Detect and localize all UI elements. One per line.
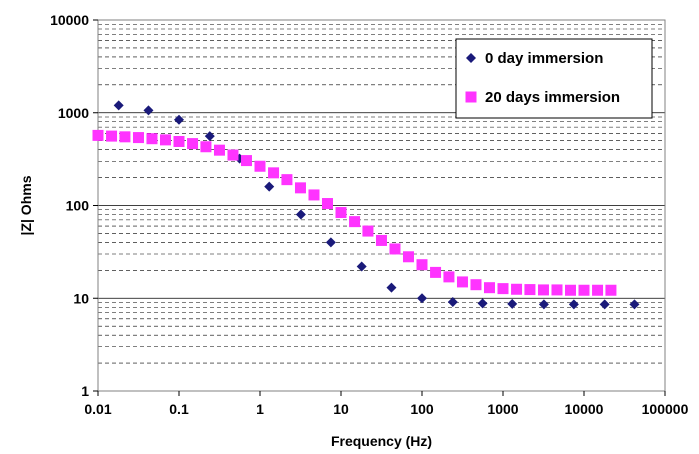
data-point-20-days: [200, 141, 212, 153]
legend: 0 day immersion 20 days immersion: [455, 38, 653, 119]
x-tick-label: 10000: [565, 401, 604, 417]
data-point-20-days: [281, 174, 293, 186]
data-point-20-days: [92, 129, 104, 141]
data-point-0-day: [507, 298, 518, 309]
x-tick-label: 10: [333, 401, 349, 417]
data-point-20-days: [173, 135, 185, 147]
data-point-0-day: [325, 237, 336, 248]
data-point-20-days: [213, 144, 225, 156]
data-point-20-days: [321, 198, 333, 210]
data-point-0-day: [386, 282, 397, 293]
data-point-20-days: [605, 284, 617, 296]
data-point-20-days: [132, 132, 144, 144]
data-point-0-day: [204, 131, 215, 142]
data-point-0-day: [356, 261, 367, 272]
data-point-20-days: [564, 284, 576, 296]
data-point-20-days: [119, 131, 131, 143]
data-point-20-days: [389, 243, 401, 255]
data-point-20-days: [524, 284, 536, 296]
data-point-20-days: [416, 259, 428, 271]
data-point-0-day: [447, 297, 458, 308]
x-axis-title: Frequency (Hz): [331, 433, 432, 449]
data-point-20-days: [578, 284, 590, 296]
data-point-0-day: [143, 105, 154, 116]
data-point-20-days: [362, 225, 374, 237]
y-tick-label: 1: [81, 383, 89, 399]
data-point-20-days: [227, 149, 239, 161]
legend-box: [455, 38, 653, 119]
y-axis-title: |Z| Ohms: [18, 175, 34, 235]
data-point-0-day: [113, 100, 124, 111]
x-tick-label: 0.01: [84, 401, 111, 417]
data-point-0-day: [417, 293, 427, 304]
data-points: [92, 100, 640, 310]
data-point-20-days: [294, 182, 306, 194]
data-point-20-days: [146, 133, 158, 145]
data-point-20-days: [187, 138, 199, 150]
data-point-0-day: [538, 299, 549, 310]
x-tick-label: 1: [256, 401, 264, 417]
data-point-20-days: [483, 282, 495, 294]
data-point-20-days: [537, 284, 549, 296]
data-point-20-days: [511, 283, 523, 295]
data-point-20-days: [240, 155, 252, 167]
legend-marker-0-day: [466, 53, 476, 63]
data-point-20-days: [254, 160, 266, 172]
data-point-20-days: [402, 251, 414, 263]
data-point-0-day: [477, 298, 488, 309]
data-point-20-days: [268, 167, 280, 179]
data-point-0-day: [599, 299, 610, 310]
data-point-20-days: [375, 234, 387, 246]
y-axis-ticks: 1 10 100 1000 10000: [50, 12, 98, 399]
data-point-20-days: [443, 271, 455, 283]
y-tick-label: 1000: [58, 105, 89, 121]
y-tick-label: 10000: [50, 12, 89, 28]
data-point-20-days: [106, 130, 118, 142]
legend-label-20-days: 20 days immersion: [485, 89, 620, 106]
data-point-20-days: [592, 284, 604, 296]
data-point-20-days: [430, 266, 442, 278]
data-point-20-days: [308, 189, 320, 201]
x-tick-label: 0.1: [169, 401, 189, 417]
data-point-20-days: [551, 284, 563, 296]
x-tick-label: 100: [410, 401, 434, 417]
data-point-0-day: [174, 114, 184, 125]
data-point-20-days: [456, 276, 468, 288]
data-point-20-days: [497, 283, 509, 295]
y-tick-label: 10: [73, 290, 89, 306]
legend-label-0-day: 0 day immersion: [485, 50, 603, 67]
x-axis-ticks: 0.01 0.1 1 10 100 1000 10000 100000: [84, 391, 689, 417]
x-tick-label: 1000: [487, 401, 518, 417]
data-point-20-days: [159, 134, 171, 146]
data-point-20-days: [470, 279, 482, 291]
y-tick-label: 100: [66, 198, 90, 214]
data-point-20-days: [335, 207, 347, 219]
data-point-20-days: [349, 216, 361, 228]
x-tick-label: 100000: [642, 401, 689, 417]
data-point-0-day: [295, 209, 306, 220]
data-point-0-day: [629, 299, 640, 310]
legend-marker-20-days: [465, 91, 477, 103]
data-point-0-day: [264, 181, 275, 192]
data-point-0-day: [568, 299, 579, 310]
